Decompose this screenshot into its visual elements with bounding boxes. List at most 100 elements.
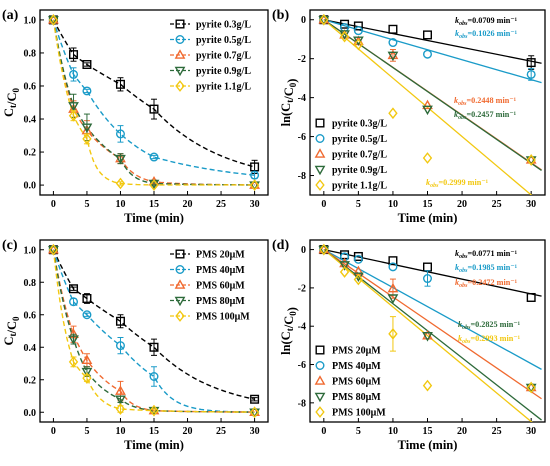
- x-tick-label: 20: [183, 426, 193, 437]
- x-tick-label: 15: [423, 199, 433, 210]
- y-axis-label-subscript: t: [8, 105, 18, 108]
- y-axis-label-subscript: 0: [288, 82, 298, 87]
- data-point: [81, 123, 93, 134]
- data-point: [422, 379, 433, 392]
- data-point: [68, 109, 79, 122]
- kobs-k: k: [458, 320, 463, 329]
- y-tick-label: 0: [301, 15, 306, 26]
- legend-marker: [174, 66, 186, 77]
- x-tick-label: 30: [250, 426, 260, 437]
- data-point: [525, 383, 537, 394]
- data-point: [423, 274, 433, 284]
- kobs-annotation: kobs=0.2993 min⁻¹: [458, 334, 521, 345]
- data-point: [388, 24, 398, 34]
- legend-label: PMS 40μM: [196, 265, 245, 276]
- data-point: [318, 15, 330, 26]
- data-point: [81, 354, 93, 364]
- data-point: [339, 261, 350, 271]
- kobs-value: =0.2472 min⁻¹: [467, 278, 517, 287]
- x-tick-label: 0: [51, 426, 56, 437]
- kobs-value: =0.1026 min⁻¹: [467, 29, 517, 38]
- data-point: [339, 266, 350, 278]
- x-tick-label: 20: [183, 199, 193, 210]
- data-point: [115, 316, 125, 326]
- x-tick-label: 0: [51, 199, 56, 210]
- legend-label: pyrite 0.5g/L: [196, 35, 251, 46]
- legend-label: pyrite 1.1g/L: [332, 181, 387, 192]
- x-tick-label: 10: [388, 199, 398, 210]
- data-point: [526, 292, 536, 302]
- legend-marker: [315, 118, 325, 128]
- panel-label: (c): [2, 238, 18, 253]
- y-tick-label: 0.4: [24, 115, 37, 126]
- kobs-value: =0.2457 min⁻¹: [466, 110, 516, 119]
- data-point: [422, 332, 433, 342]
- legend-marker: [175, 35, 185, 45]
- legend-marker: [175, 249, 185, 259]
- legend-marker: [314, 375, 326, 385]
- data-point: [319, 13, 329, 26]
- data-point: [115, 395, 126, 406]
- y-tick-label: 0.6: [24, 81, 37, 92]
- x-tick-label: 10: [115, 426, 125, 437]
- legend-marker: [175, 80, 185, 92]
- legend-label: pyrite 0.3g/L: [196, 20, 251, 31]
- y-tick-label: -4: [298, 93, 306, 104]
- legend: PMS 20μM PMS 40μM PMS 60μM PMS 80μM PMS 100μ…: [170, 249, 250, 323]
- y-tick-label: 0.8: [24, 278, 37, 289]
- legend-marker: [175, 310, 185, 322]
- x-tick-label: 0: [321, 199, 326, 210]
- y-tick-label: -6: [298, 360, 306, 371]
- legend-label: PMS 40μM: [332, 361, 381, 372]
- data-point: [68, 102, 79, 112]
- y-axis-label-part: ): [285, 79, 299, 83]
- fit-line: [323, 249, 533, 422]
- data-point: [387, 282, 399, 293]
- legend-label: PMS 60μM: [196, 281, 245, 292]
- data-point: [319, 243, 329, 256]
- y-axis-label-subscript: 0: [288, 311, 298, 316]
- y-tick-label: -8: [298, 398, 306, 409]
- legend-label: PMS 80μM: [332, 392, 381, 403]
- data-point: [318, 245, 330, 256]
- kobs-value: =0.2999 min⁻¹: [438, 178, 488, 187]
- y-tick-label: 0: [301, 245, 306, 256]
- data-point: [115, 403, 126, 415]
- data-point: [69, 69, 79, 79]
- y-axis-label: ln(Ct/C0): [279, 307, 299, 355]
- y-axis-label-part: /C: [5, 321, 19, 335]
- y-axis-label-part: /C: [282, 316, 296, 330]
- data-point: [422, 105, 433, 116]
- legend-label: PMS 80μM: [196, 296, 245, 307]
- data-point: [353, 36, 364, 46]
- data-point: [149, 152, 159, 162]
- kobs-annotation: kobs=0.0709 min⁻¹: [455, 16, 518, 27]
- kobs-subscript: obs: [459, 34, 468, 40]
- y-tick-label: 0.6: [24, 310, 37, 321]
- plot-content: [318, 13, 542, 195]
- data-point: [149, 372, 159, 382]
- data-point: [353, 251, 363, 261]
- data-point: [353, 273, 364, 286]
- y-tick-label: 0.8: [24, 48, 37, 59]
- kobs-subscript: obs: [459, 268, 468, 274]
- legend-label: pyrite 1.1g/L: [196, 82, 251, 93]
- y-tick-label: 0.2: [24, 148, 37, 159]
- kobs-annotation: kobs=0.2457 min⁻¹: [454, 110, 517, 121]
- x-axis-label: Time (min): [398, 438, 458, 452]
- legend-label: pyrite 0.9g/L: [196, 66, 251, 77]
- data-point: [249, 408, 260, 419]
- kobs-k: k: [455, 263, 460, 272]
- data-point: [82, 372, 92, 384]
- legend-marker: [315, 179, 325, 191]
- legend-marker: [174, 279, 186, 289]
- data-point: [82, 310, 92, 320]
- data-point: [68, 356, 79, 368]
- x-tick-label: 25: [492, 199, 502, 210]
- data-point: [115, 385, 126, 395]
- x-tick-label: 5: [84, 426, 89, 437]
- y-axis-label-subscript: t: [8, 333, 18, 336]
- legend-marker: [315, 345, 325, 355]
- kobs-subscript: obs: [458, 101, 467, 107]
